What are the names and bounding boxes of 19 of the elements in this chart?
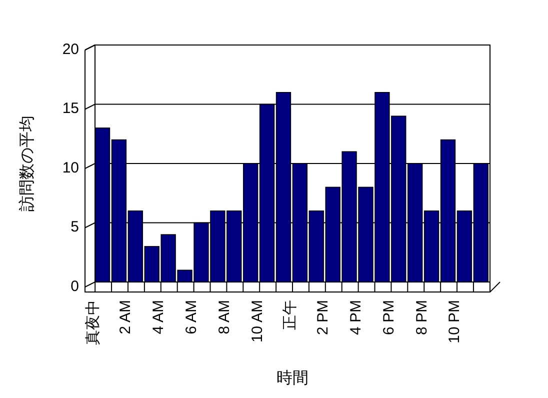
y-axis-title: 訪問数の平均 [18,116,36,212]
x-tick-label: 6 AM [182,300,200,334]
x-tick-label: 2 AM [117,300,134,334]
x-tick-label: 10 PM [446,300,464,344]
x-tick-label: 10 AM [248,300,266,343]
y-tick-label: 10 [62,159,79,176]
y-tick-label: 15 [62,100,79,118]
x-tick-label: 6 PM [380,300,398,336]
y-tick-label: 0 [70,278,79,295]
y-tick-label: 20 [62,40,79,58]
x-tick-label: 8 PM [413,300,430,336]
x-tick-label: 4 AM [150,300,168,334]
x-tick-label: 4 PM [348,300,364,336]
y-tick-label: 5 [70,218,79,236]
x-tick-label: 2 PM [314,300,332,336]
x-tick-label: 真夜中 [84,300,102,345]
x-tick-label: 正午 [282,300,299,330]
x-tick-label: 8 AM [216,300,233,334]
x-axis-title: 時間 [276,369,308,387]
